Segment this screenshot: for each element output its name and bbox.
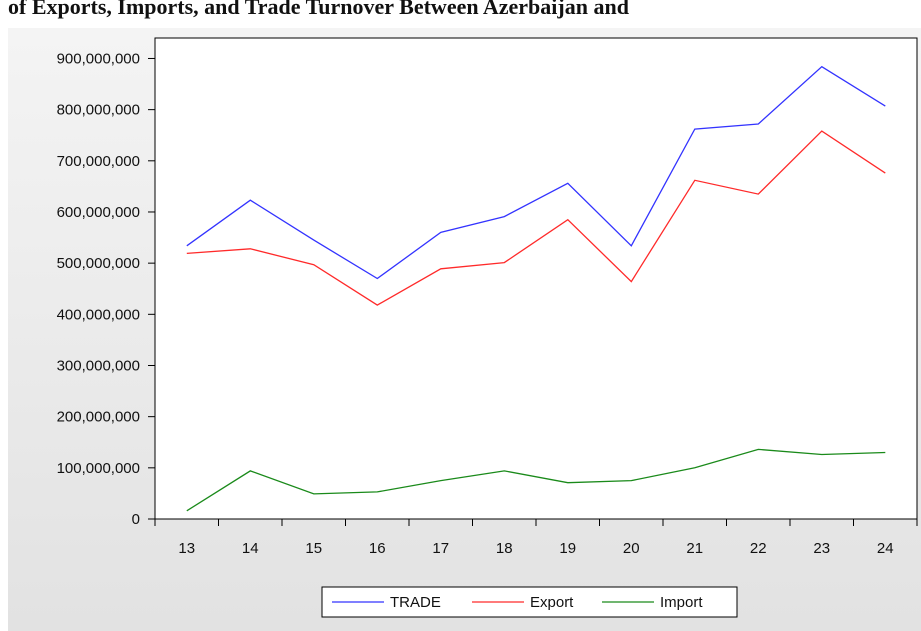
x-tick-label: 13 xyxy=(178,540,195,557)
x-tick-label: 22 xyxy=(750,540,767,557)
y-tick-label: 700,000,000 xyxy=(57,153,140,170)
x-tick-label: 20 xyxy=(623,540,640,557)
plot-area xyxy=(154,37,918,520)
x-tick-label: 15 xyxy=(305,540,322,557)
y-tick-label: 300,000,000 xyxy=(57,357,140,374)
legend-label: TRADE xyxy=(390,594,441,611)
y-tick-label: 500,000,000 xyxy=(57,255,140,272)
y-tick-label: 200,000,000 xyxy=(57,409,140,426)
chart-title: of Exports, Imports, and Trade Turnover … xyxy=(8,0,629,19)
x-tick-label: 23 xyxy=(813,540,830,557)
series-line xyxy=(186,130,886,306)
series-line xyxy=(186,448,886,512)
y-tick-label: 800,000,000 xyxy=(57,102,140,119)
legend-box xyxy=(321,586,738,618)
series-line xyxy=(186,65,886,280)
x-tick-label: 17 xyxy=(432,540,449,557)
x-tick-label: 14 xyxy=(242,540,259,557)
x-tick-label: 21 xyxy=(686,540,703,557)
legend-label: Import xyxy=(660,594,703,611)
y-tick-label: 600,000,000 xyxy=(57,204,140,221)
legend-label: Export xyxy=(530,594,574,611)
y-tick-label: 400,000,000 xyxy=(57,306,140,323)
x-tick-label: 18 xyxy=(496,540,513,557)
y-tick-label: 900,000,000 xyxy=(57,50,140,67)
x-tick-label: 19 xyxy=(559,540,576,557)
y-tick-label: 100,000,000 xyxy=(57,460,140,477)
x-tick-label: 24 xyxy=(877,540,894,557)
x-tick-label: 16 xyxy=(369,540,386,557)
y-tick-label: 0 xyxy=(132,511,140,528)
